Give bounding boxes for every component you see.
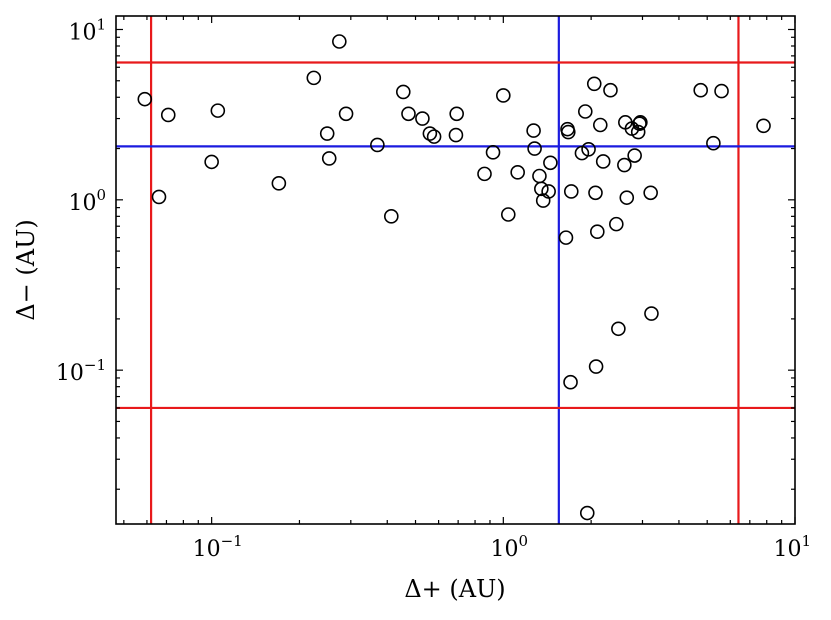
data-point [449, 106, 464, 122]
data-point [204, 154, 219, 170]
data-point [617, 157, 632, 173]
data-point [630, 124, 646, 140]
data-point [563, 374, 578, 390]
data-point [384, 209, 399, 224]
data-point [693, 82, 708, 98]
data-point [579, 505, 595, 521]
data-points [137, 34, 771, 521]
x-tick-label: 10−1 [193, 532, 243, 562]
data-point [271, 176, 287, 191]
y-tick-label: 10−1 [56, 356, 106, 386]
data-point [477, 166, 492, 182]
data-point [306, 70, 322, 86]
data-point [714, 83, 729, 99]
data-point [415, 111, 430, 126]
data-point [210, 103, 226, 118]
data-point [590, 224, 605, 239]
data-point [151, 189, 167, 205]
data-point [581, 141, 596, 157]
data-point [500, 207, 516, 222]
data-point [588, 185, 603, 201]
data-point [485, 145, 501, 160]
data-point [706, 135, 721, 151]
y-tick-label: 101 [68, 15, 106, 45]
data-point [643, 185, 658, 201]
data-point [496, 88, 511, 103]
data-point [558, 230, 574, 245]
y-tick-label: 100 [68, 186, 106, 216]
data-point [338, 106, 354, 122]
data-point [543, 155, 558, 171]
data-point [332, 34, 347, 49]
data-point [586, 76, 602, 92]
data-point [609, 216, 624, 232]
data-point [541, 184, 556, 199]
data-point [510, 165, 525, 180]
data-point [603, 82, 618, 98]
x-tick-label: 101 [773, 532, 811, 562]
data-point [563, 184, 579, 199]
data-point [532, 168, 547, 184]
plot-frame [115, 15, 796, 525]
x-axis-label: Δ+ (AU) [404, 575, 505, 603]
data-point [644, 306, 659, 321]
data-point [527, 141, 542, 156]
y-axis-label: Δ− (AU) [12, 219, 40, 320]
data-point [756, 118, 771, 134]
data-point [611, 321, 626, 337]
data-point [534, 181, 549, 197]
data-point [137, 91, 153, 107]
tick-labels: 10−1 100 101 10−1 100 101 [56, 15, 811, 562]
data-point [448, 127, 464, 143]
data-point [426, 129, 442, 144]
data-point [595, 154, 611, 169]
data-point [526, 123, 541, 138]
data-point [588, 359, 604, 374]
data-point [321, 151, 337, 166]
data-point [592, 117, 608, 133]
data-point [560, 124, 576, 140]
data-point [370, 137, 385, 153]
data-point [633, 115, 648, 130]
data-point [319, 126, 335, 141]
data-point [627, 148, 642, 163]
data-point [422, 126, 438, 141]
data-point [160, 107, 176, 123]
data-point [577, 104, 593, 119]
data-point [401, 106, 416, 122]
reference-lines [116, 16, 795, 524]
x-tick-label: 100 [491, 532, 529, 562]
data-point [395, 84, 411, 100]
axis-ticks [116, 16, 796, 524]
data-point [619, 190, 635, 205]
